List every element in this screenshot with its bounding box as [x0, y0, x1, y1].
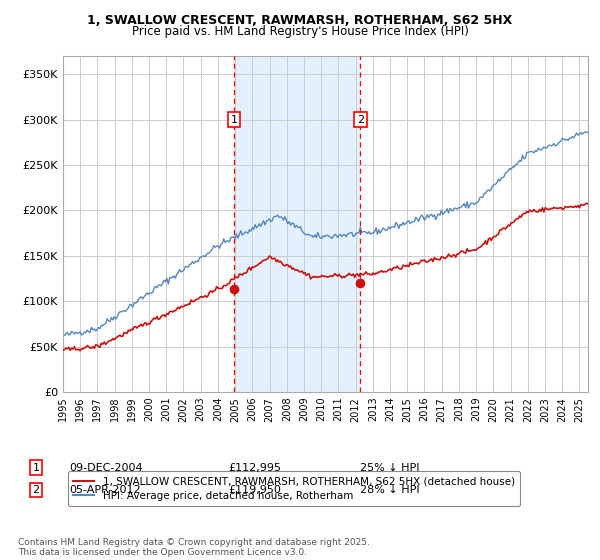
Text: Contains HM Land Registry data © Crown copyright and database right 2025.
This d: Contains HM Land Registry data © Crown c… — [18, 538, 370, 557]
Text: 28% ↓ HPI: 28% ↓ HPI — [360, 485, 419, 495]
Text: 09-DEC-2004: 09-DEC-2004 — [69, 463, 143, 473]
Text: Price paid vs. HM Land Registry's House Price Index (HPI): Price paid vs. HM Land Registry's House … — [131, 25, 469, 38]
Text: 1, SWALLOW CRESCENT, RAWMARSH, ROTHERHAM, S62 5HX: 1, SWALLOW CRESCENT, RAWMARSH, ROTHERHAM… — [88, 14, 512, 27]
Text: 05-APR-2012: 05-APR-2012 — [69, 485, 140, 495]
Text: £112,995: £112,995 — [228, 463, 281, 473]
Text: 2: 2 — [32, 485, 40, 495]
Text: 2: 2 — [357, 115, 364, 124]
Legend: 1, SWALLOW CRESCENT, RAWMARSH, ROTHERHAM, S62 5HX (detached house), HPI: Average: 1, SWALLOW CRESCENT, RAWMARSH, ROTHERHAM… — [68, 471, 520, 506]
Text: 1: 1 — [32, 463, 40, 473]
Bar — [234, 56, 360, 392]
Text: 1: 1 — [230, 115, 238, 124]
Text: 25% ↓ HPI: 25% ↓ HPI — [360, 463, 419, 473]
Text: £119,950: £119,950 — [228, 485, 281, 495]
